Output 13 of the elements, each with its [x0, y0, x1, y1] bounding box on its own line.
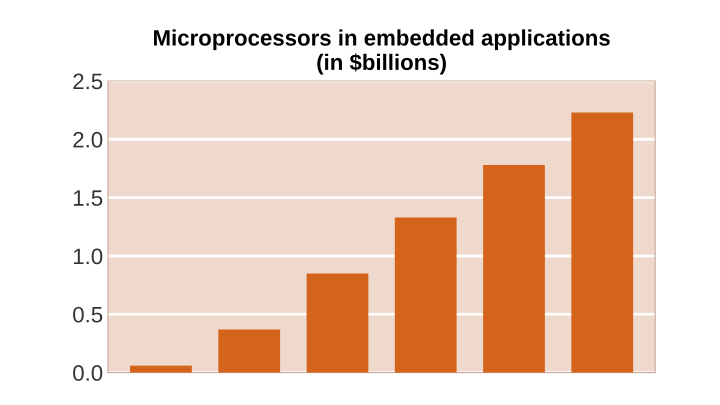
y-tick-label: 1.0: [74, 248, 102, 264]
chart-title: Microprocessors in embedded applications (in $billions): [154, 29, 610, 74]
bar: [483, 164, 545, 373]
y-tick-label: 0.5: [73, 306, 102, 323]
bar: [571, 112, 634, 373]
y-tick-label: 2.5: [73, 74, 102, 90]
y-tick-label: 0.0: [73, 365, 102, 381]
bar: [130, 366, 192, 373]
y-tick-label: 1.5: [74, 190, 102, 206]
y-tick-label: 2.0: [73, 132, 102, 148]
bar: [394, 217, 457, 373]
bar: [218, 329, 280, 373]
bar: [306, 273, 368, 373]
